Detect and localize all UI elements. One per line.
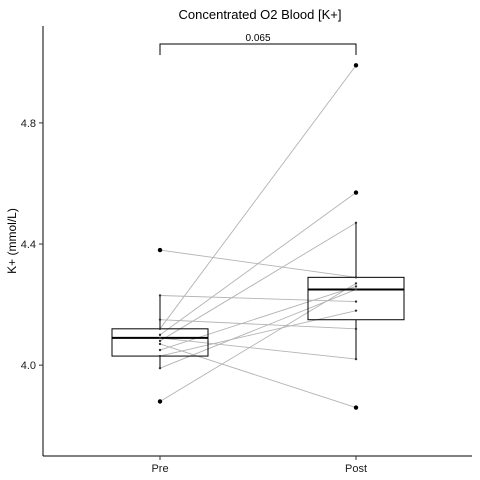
outlier-point (353, 405, 359, 410)
paired-line (159, 222, 357, 342)
data-point-post (354, 357, 358, 361)
outlier-point (157, 399, 163, 404)
data-point-post (354, 221, 358, 225)
outlier-point (157, 247, 163, 253)
data-point-pre (158, 348, 162, 352)
paired-line (159, 310, 357, 357)
paired-line (159, 192, 357, 336)
significance-bracket (159, 43, 357, 55)
y-tick-label: 4.0 (21, 360, 36, 372)
data-point-pre (158, 318, 162, 321)
paired-line (159, 283, 357, 402)
paired-line (159, 65, 357, 330)
data-point-pre (158, 354, 162, 358)
paired-line (159, 319, 357, 330)
data-point-post (354, 288, 358, 291)
box-pre (111, 328, 209, 357)
data-point-pre (158, 333, 162, 337)
data-point-post (354, 309, 358, 312)
outlier-point (353, 63, 359, 68)
data-point-pre (158, 366, 162, 370)
chart-title: Concentrated O2 Blood [K+] (179, 7, 342, 22)
p-value-label: 0.065 (245, 33, 270, 44)
paired-line (159, 295, 357, 303)
x-tick-label: Pre (151, 463, 168, 475)
x-tick-label: Post (345, 463, 367, 475)
data-point-post (354, 276, 358, 279)
plot-area: 4.0 4.4 4.8 Pre Post 0.065 (21, 26, 472, 475)
paired-line (159, 343, 357, 408)
paired-line (159, 285, 357, 351)
outlier-point (353, 190, 359, 195)
paired-line (159, 337, 357, 360)
data-point-pre (158, 339, 162, 343)
data-point-pre (158, 294, 162, 297)
data-point-post (354, 300, 358, 303)
y-tick-label: 4.8 (21, 118, 36, 130)
data-point-post (354, 282, 358, 285)
data-point-pre (158, 342, 162, 346)
data-point-pre (158, 327, 162, 331)
data-point-post (354, 327, 358, 331)
y-tick-label: 4.4 (21, 239, 36, 251)
y-axis-title: K+ (mmol/L) (5, 208, 19, 274)
data-point-pre (158, 336, 162, 340)
data-point-post (354, 285, 358, 288)
